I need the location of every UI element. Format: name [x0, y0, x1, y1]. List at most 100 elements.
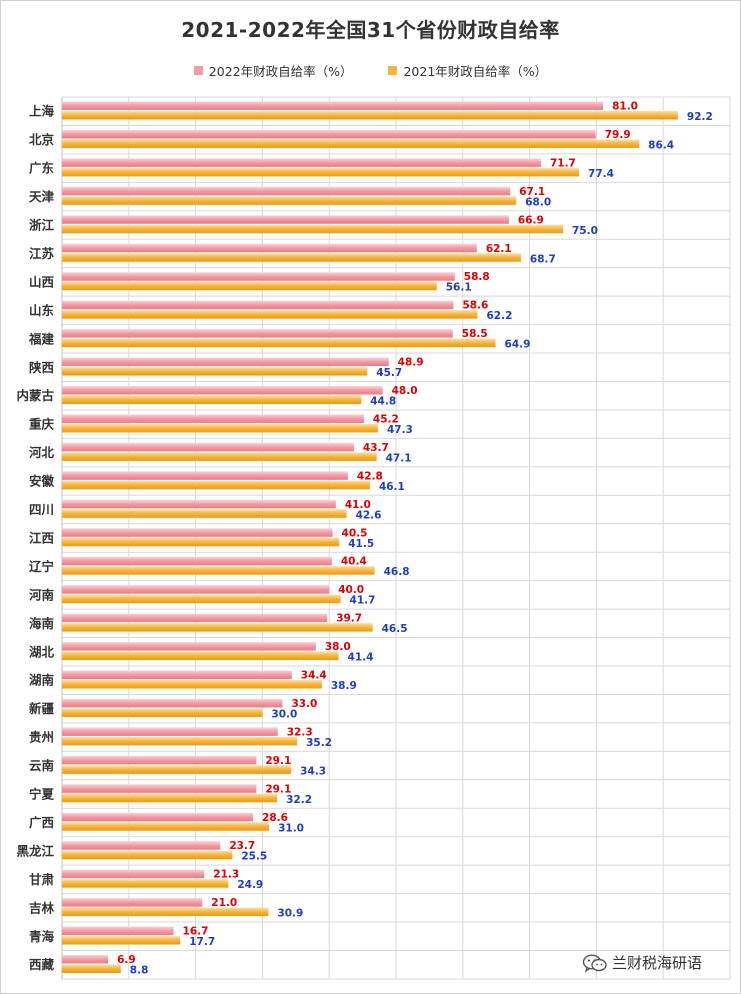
bar-2021	[62, 253, 521, 262]
data-label-2022: 40.0	[338, 584, 364, 596]
category-label: 广西	[29, 815, 54, 830]
data-label-2022: 23.7	[229, 840, 255, 852]
bar-2022	[62, 357, 389, 367]
data-label-2021: 30.0	[271, 708, 297, 720]
data-label-2021: 38.9	[331, 680, 357, 692]
legend-item-2021: 2021年财政自给率（%）	[388, 61, 547, 80]
bar-2022	[62, 869, 205, 879]
bar-2022	[62, 329, 453, 338]
category-label: 甘肃	[29, 872, 55, 887]
bar-2021	[62, 765, 292, 774]
data-label-2021: 25.5	[241, 851, 267, 863]
bar-2022	[62, 471, 348, 480]
data-label-2022: 34.4	[301, 670, 327, 682]
bar-2021	[62, 167, 580, 177]
bar-2022	[62, 926, 174, 936]
bar-2022	[62, 755, 257, 765]
category-label: 河南	[29, 587, 55, 602]
bar-2022	[62, 186, 511, 196]
category-label: 北京	[29, 132, 55, 147]
category-label: 内蒙古	[16, 388, 54, 403]
data-label-2021: 46.8	[384, 566, 410, 578]
bar-2022	[62, 129, 596, 139]
bar-2021	[62, 850, 233, 860]
bar-2021	[62, 196, 517, 205]
data-label-2021: 68.0	[525, 196, 551, 208]
bar-2022	[62, 528, 333, 537]
data-label-2021: 42.6	[356, 509, 382, 521]
bar-2021	[62, 338, 496, 348]
category-label: 福建	[28, 331, 55, 346]
data-label-2022: 62.1	[486, 243, 512, 255]
data-label-2021: 56.1	[446, 282, 472, 294]
category-label: 浙江	[29, 218, 55, 233]
category-label: 湖南	[29, 673, 55, 688]
bar-2021	[62, 509, 347, 518]
bar-2022	[62, 585, 330, 594]
bar-2022	[62, 841, 221, 850]
category-label: 吉林	[29, 900, 55, 915]
data-label-2021: 68.7	[530, 253, 556, 265]
data-label-2021: 30.9	[277, 908, 303, 920]
bar-2022	[62, 784, 257, 793]
bar-2022	[62, 101, 604, 110]
data-label-2021: 77.4	[588, 168, 614, 180]
data-label-2022: 39.7	[336, 613, 362, 625]
category-label: 上海	[29, 104, 55, 119]
category-label: 海南	[29, 616, 55, 631]
data-label-2021: 34.3	[300, 765, 326, 777]
data-label-2022: 29.1	[265, 783, 291, 795]
data-label-2022: 32.3	[287, 726, 313, 738]
data-label-2022: 21.3	[213, 869, 239, 881]
bar-2022	[62, 642, 316, 651]
data-label-2022: 67.1	[519, 186, 545, 198]
data-label-2021: 32.2	[286, 794, 312, 806]
bar-2021	[62, 566, 375, 575]
category-label: 江苏	[29, 246, 55, 261]
data-label-2022: 42.8	[357, 470, 383, 482]
bar-2021	[62, 111, 678, 120]
data-label-2022: 79.9	[605, 129, 631, 141]
data-label-2021: 92.2	[687, 111, 713, 123]
data-label-2022: 33.0	[291, 698, 317, 710]
data-label-2022: 81.0	[612, 101, 638, 113]
data-label-2021: 46.5	[382, 623, 408, 635]
data-label-2022: 29.1	[265, 755, 291, 767]
bar-2022	[62, 955, 109, 964]
category-label: 新疆	[29, 701, 55, 716]
legend-label-2021: 2021年财政自给率（%）	[403, 64, 548, 79]
bar-2021	[62, 623, 373, 632]
watermark-text: 兰财税海研语	[612, 954, 703, 972]
bar-2022	[62, 670, 292, 679]
legend-item-2022: 2022年财政自给率（%）	[193, 61, 353, 80]
category-label: 辽宁	[29, 559, 54, 574]
data-label-2022: 21.0	[211, 897, 237, 909]
category-label: 江西	[29, 530, 54, 545]
bar-2021	[62, 480, 370, 490]
bar-2022	[62, 613, 328, 623]
bar-2021	[62, 793, 278, 803]
bar-2021	[62, 964, 121, 973]
data-label-2022: 58.8	[464, 271, 490, 283]
category-label: 青海	[29, 929, 55, 944]
bar-2022	[62, 386, 383, 395]
bar-2022	[62, 243, 477, 253]
bar-2022	[62, 414, 364, 423]
data-label-2022: 6.9	[117, 954, 136, 966]
data-label-2021: 64.9	[505, 339, 531, 351]
bar-2022	[62, 300, 454, 310]
bar-2021	[62, 651, 339, 661]
category-label: 黑龙江	[16, 843, 54, 858]
bar-2021	[62, 736, 298, 746]
data-label-2021: 47.1	[386, 452, 412, 464]
category-label: 广东	[29, 161, 55, 176]
data-label-2022: 71.7	[550, 157, 576, 169]
bar-2021	[62, 423, 378, 433]
bar-2021	[62, 907, 269, 917]
data-label-2021: 86.4	[648, 139, 674, 151]
bar-2021	[62, 395, 362, 404]
chart-title: 2021-2022年全国31个省份财政自给率	[181, 18, 560, 42]
data-label-2022: 43.7	[363, 442, 389, 454]
bar-2021	[62, 708, 263, 717]
